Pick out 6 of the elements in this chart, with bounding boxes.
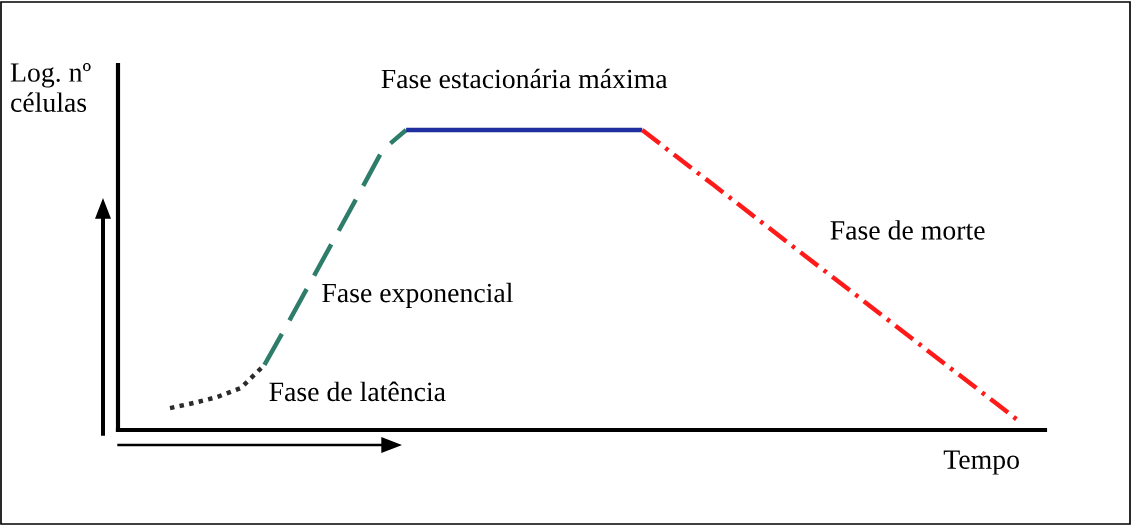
- series-label: Fase estacionária máxima: [381, 68, 668, 89]
- series-label: Fase de morte: [830, 220, 985, 240]
- x-axis-title: Tempo: [943, 450, 1019, 475]
- series-label: Fase exponencial: [322, 282, 513, 309]
- series-label: Fase de latência: [269, 381, 446, 402]
- y-axis-title: Log. nº células: [10, 63, 91, 112]
